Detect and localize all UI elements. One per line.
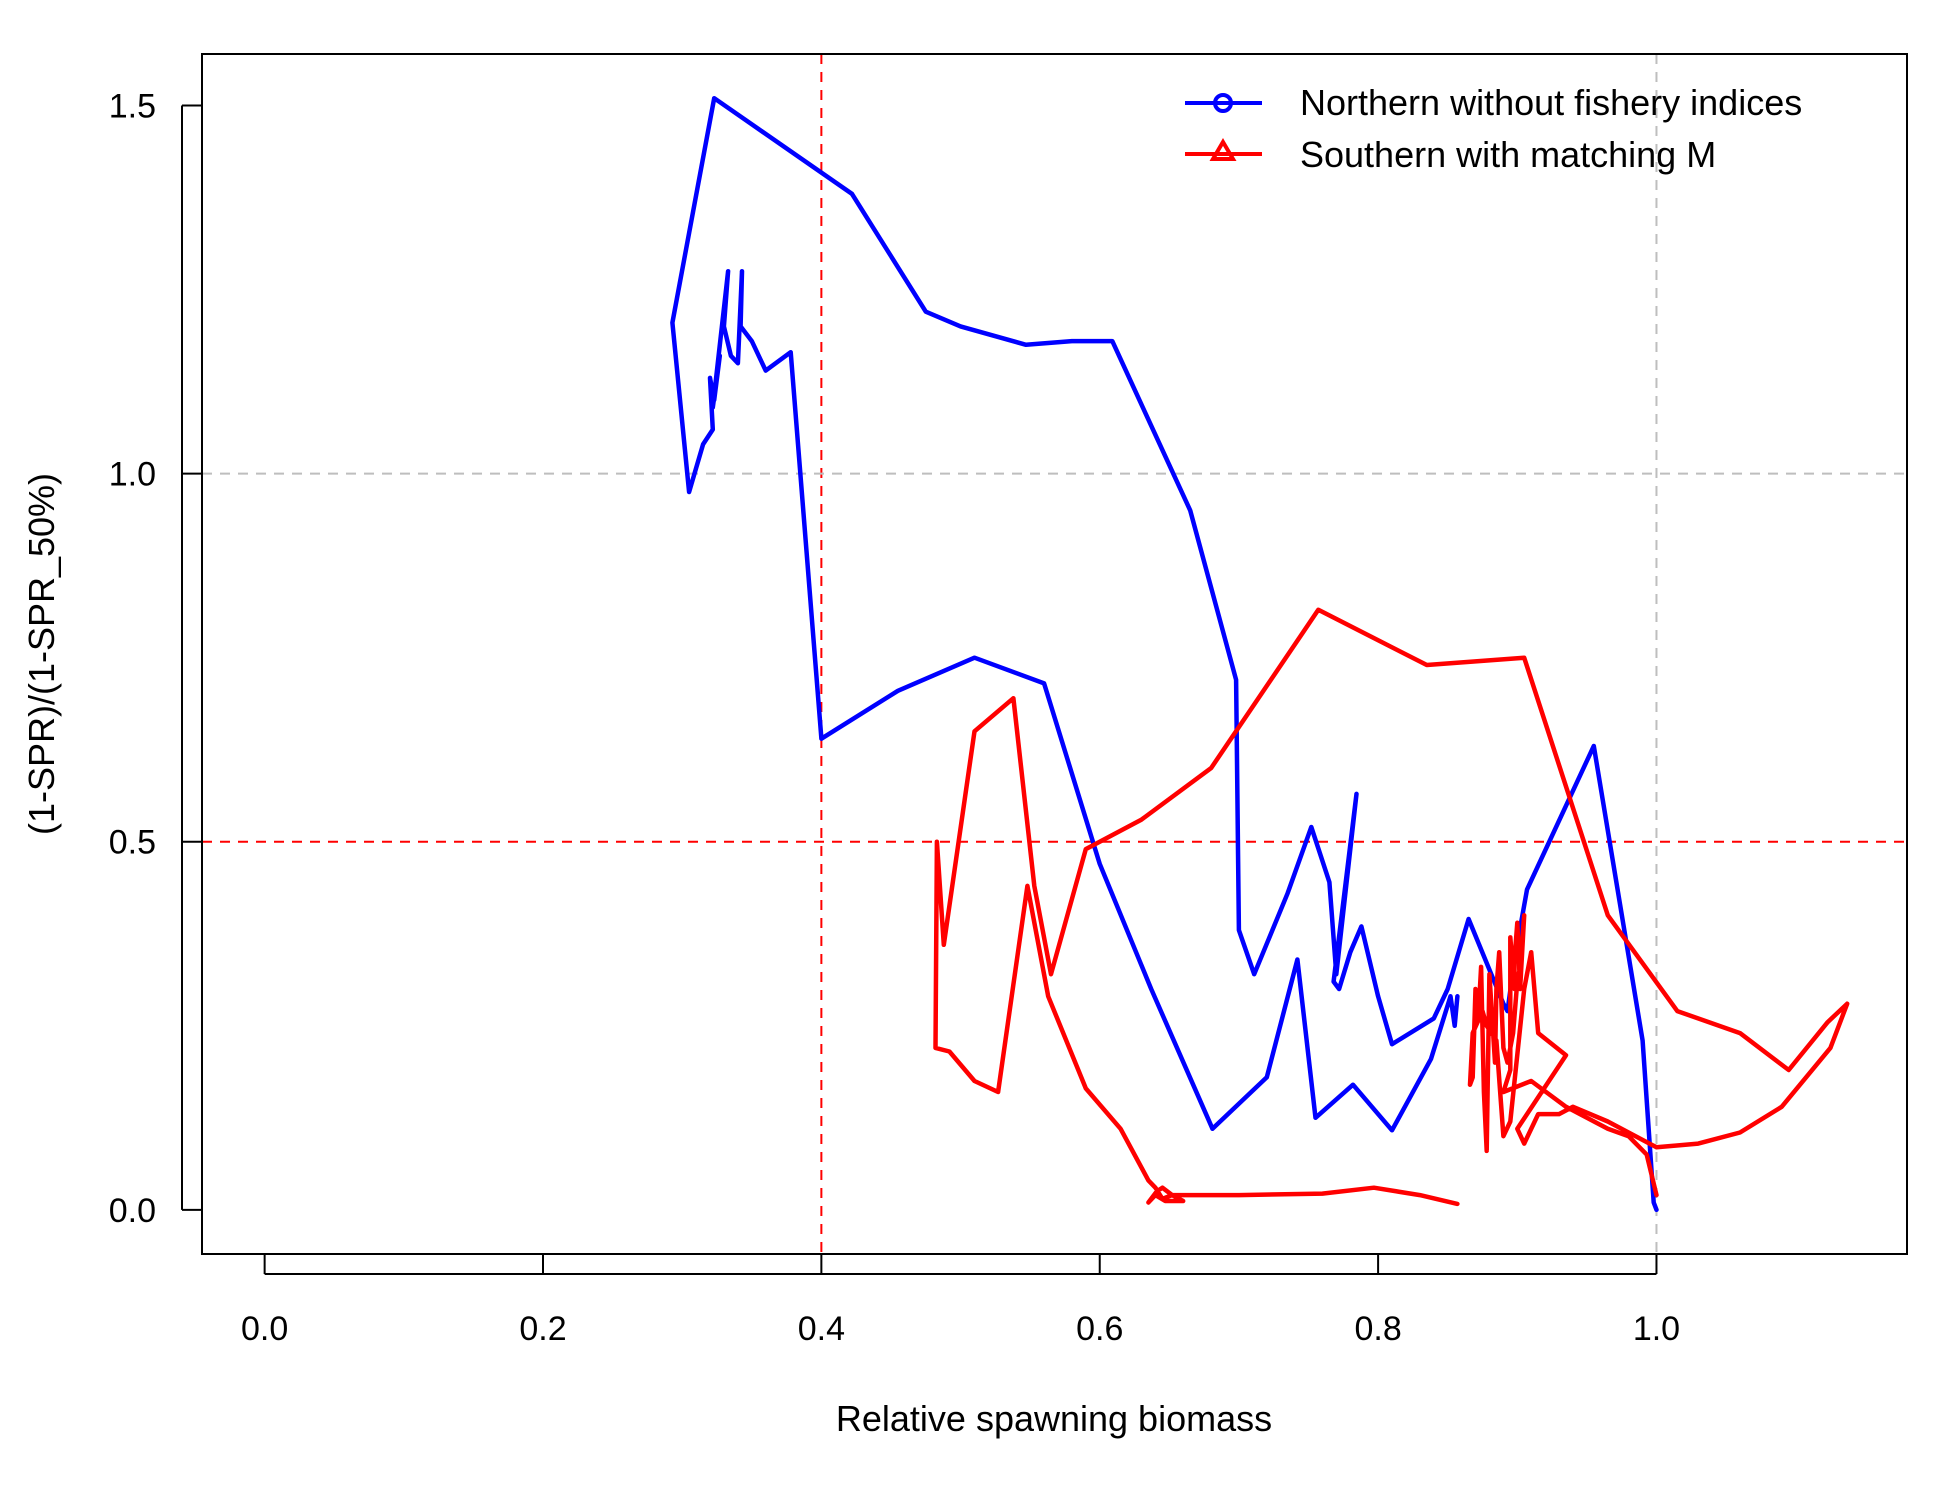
x-tick-label-1: 0.2 — [519, 1310, 566, 1348]
series-line-1 — [933, 607, 1850, 1207]
legend-marker-northern — [1213, 93, 1233, 113]
x-axis-title: Relative spawning biomass — [836, 1398, 1272, 1439]
x-tick-label-2: 0.4 — [798, 1310, 845, 1348]
x-tick-label-0: 0.0 — [241, 1310, 288, 1348]
legend: Northern without fishery indices Souther… — [1185, 82, 1802, 175]
plot-frame — [201, 53, 1908, 1255]
x-tick-label-5: 1.0 — [1633, 1310, 1680, 1348]
y-tick-label-0: 0.0 — [109, 1192, 156, 1230]
y-tick-label-3: 1.5 — [109, 88, 156, 126]
series-lines — [670, 95, 1850, 1213]
series-line-0 — [670, 95, 1659, 1213]
legend-label-northern: Northern without fishery indices — [1300, 82, 1802, 123]
legend-marker-southern — [1209, 138, 1237, 161]
legend-label-southern: Southern with matching M — [1300, 134, 1716, 175]
reference-lines — [202, 54, 1907, 1254]
x-tick-label-3: 0.6 — [1076, 1310, 1123, 1348]
y-tick-label-2: 1.0 — [109, 456, 156, 494]
axes: 0.0 0.2 0.4 0.6 0.8 1.0 0.0 0.5 1.0 1.5 — [109, 88, 1680, 1348]
x-tick-label-4: 0.8 — [1354, 1310, 1401, 1348]
y-axis-title: (1-SPR)/(1-SPR_50%) — [21, 473, 62, 835]
y-tick-label-1: 0.5 — [109, 824, 156, 862]
